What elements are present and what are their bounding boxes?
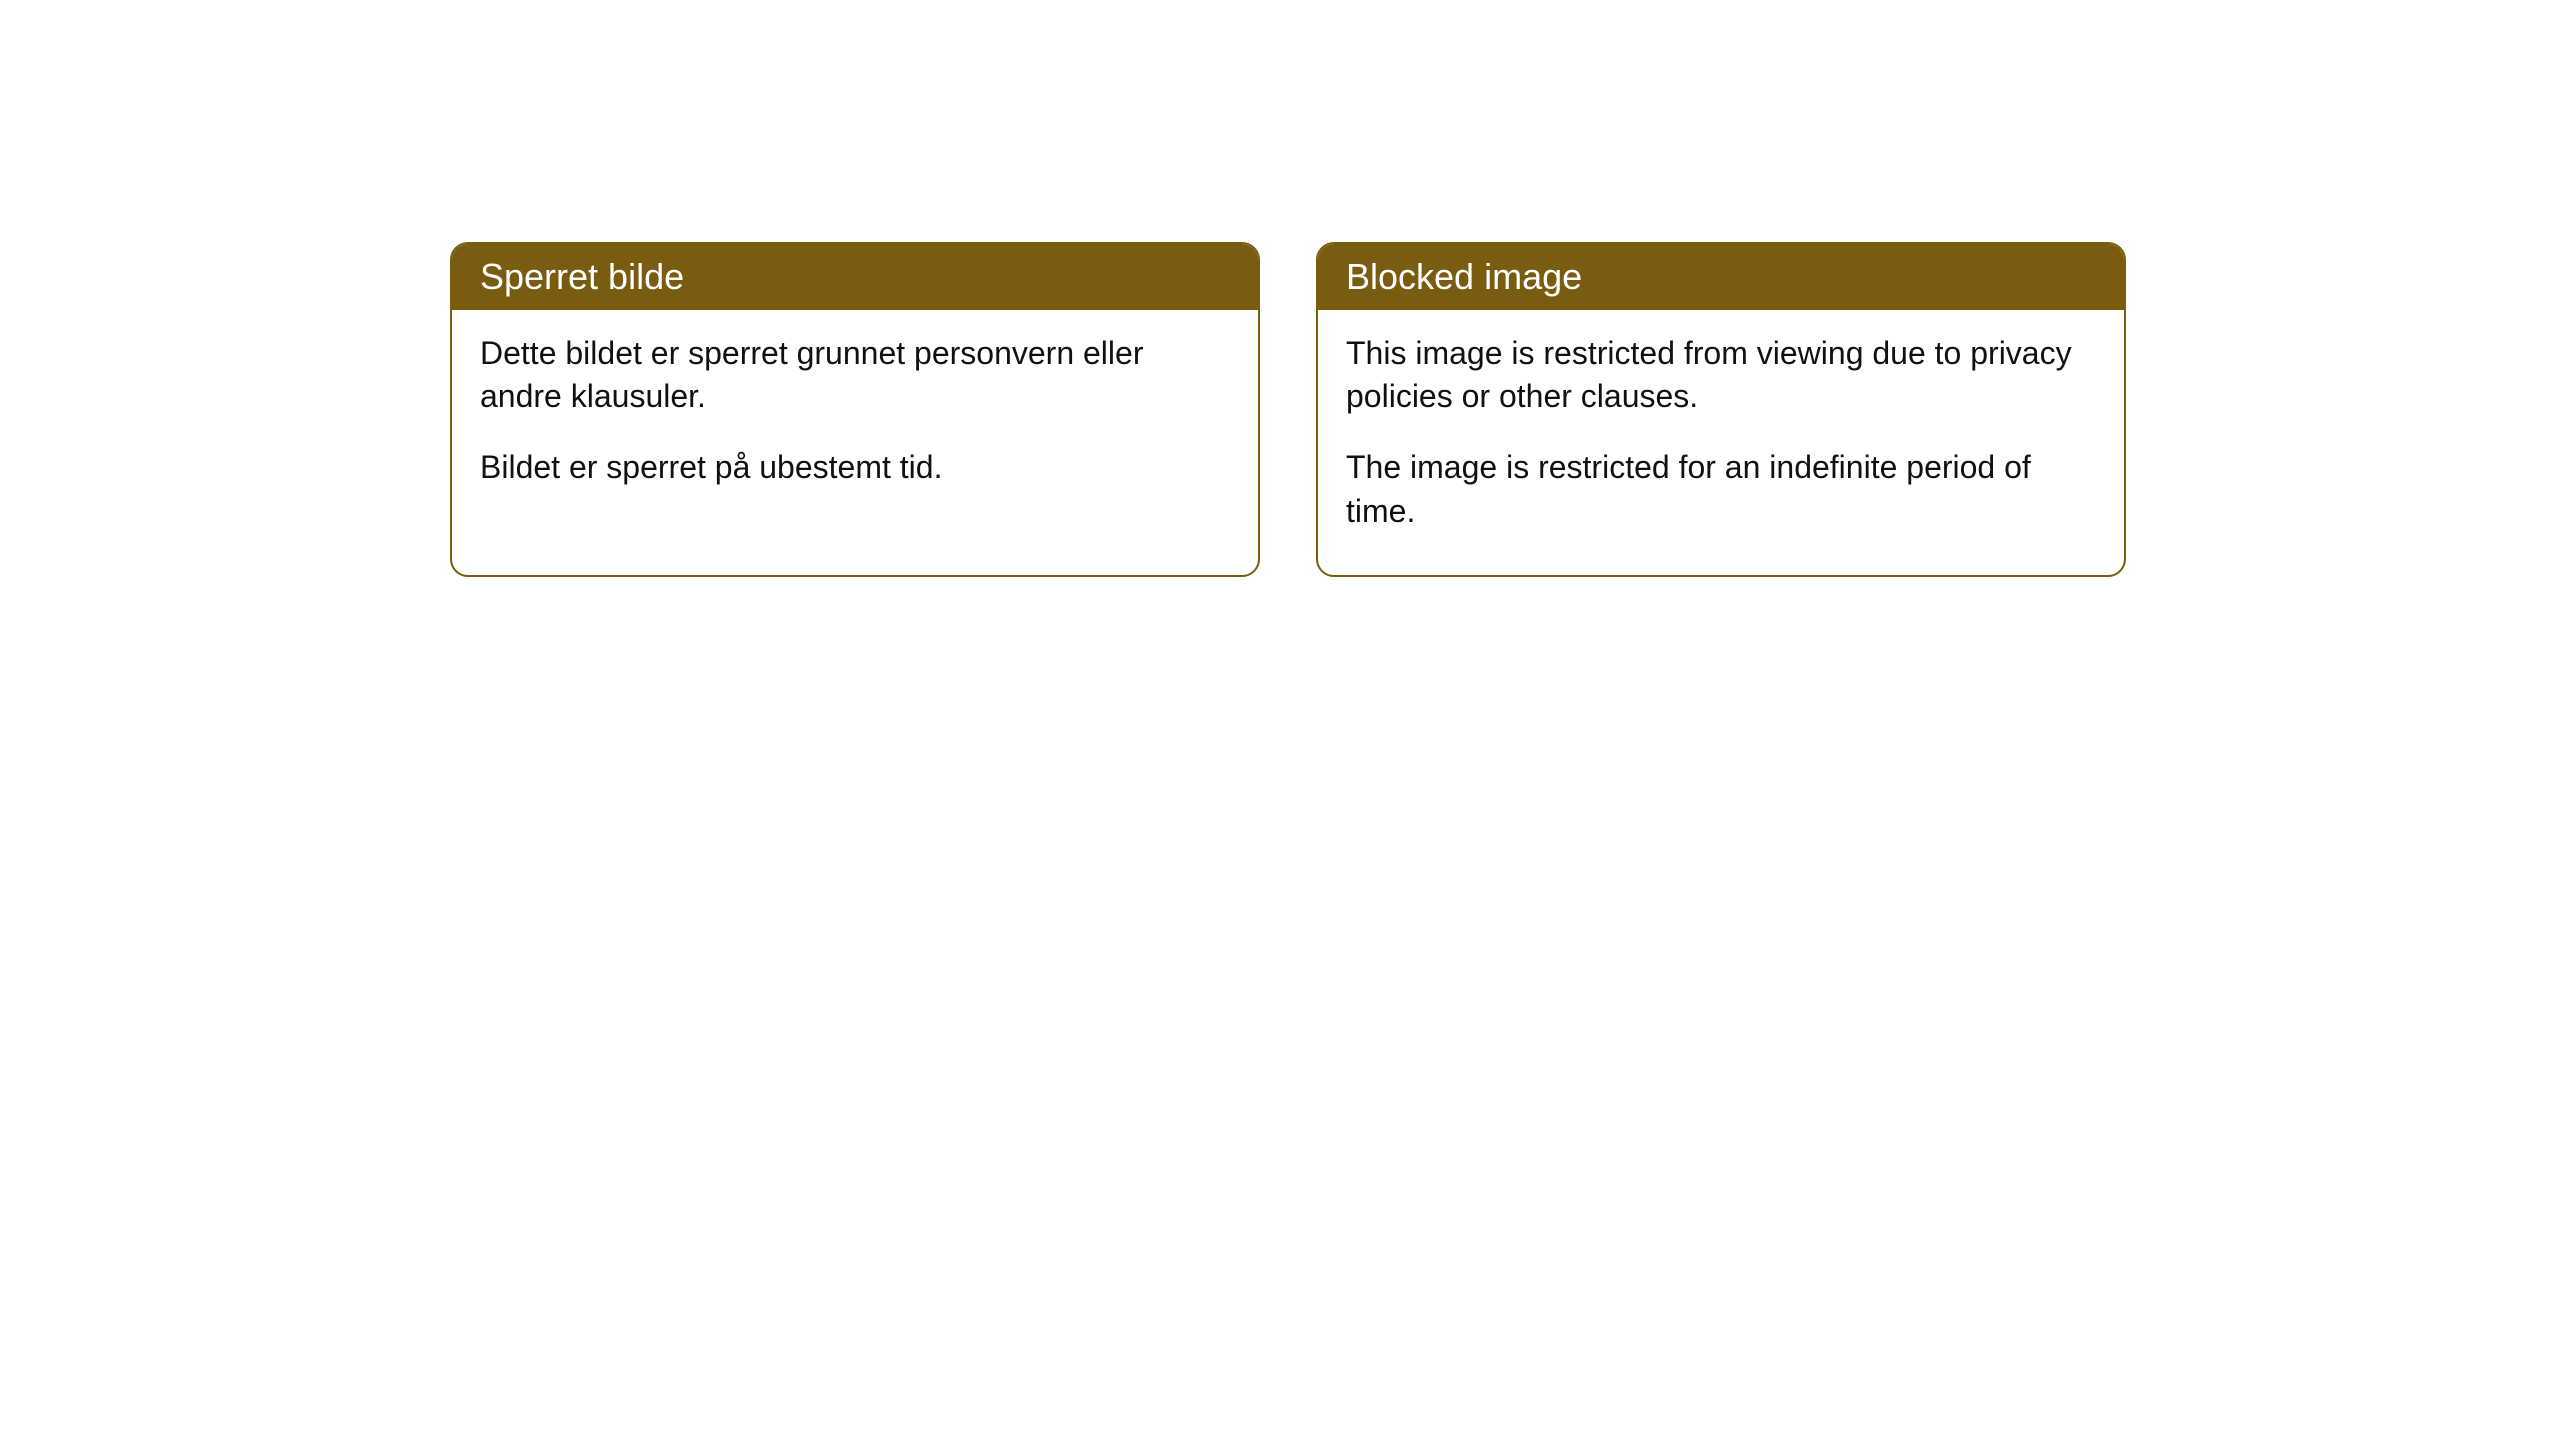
card-text-en-2: The image is restricted for an indefinit… <box>1346 446 2096 532</box>
card-text-no-1: Dette bildet er sperret grunnet personve… <box>480 332 1230 418</box>
card-text-no-2: Bildet er sperret på ubestemt tid. <box>480 446 1230 489</box>
card-body-no: Dette bildet er sperret grunnet personve… <box>452 310 1258 532</box>
card-text-en-1: This image is restricted from viewing du… <box>1346 332 2096 418</box>
blocked-image-card-no: Sperret bilde Dette bildet er sperret gr… <box>450 242 1260 577</box>
card-title-en: Blocked image <box>1318 244 2124 310</box>
card-title-no: Sperret bilde <box>452 244 1258 310</box>
blocked-image-card-en: Blocked image This image is restricted f… <box>1316 242 2126 577</box>
notice-container: Sperret bilde Dette bildet er sperret gr… <box>450 242 2126 577</box>
card-body-en: This image is restricted from viewing du… <box>1318 310 2124 575</box>
